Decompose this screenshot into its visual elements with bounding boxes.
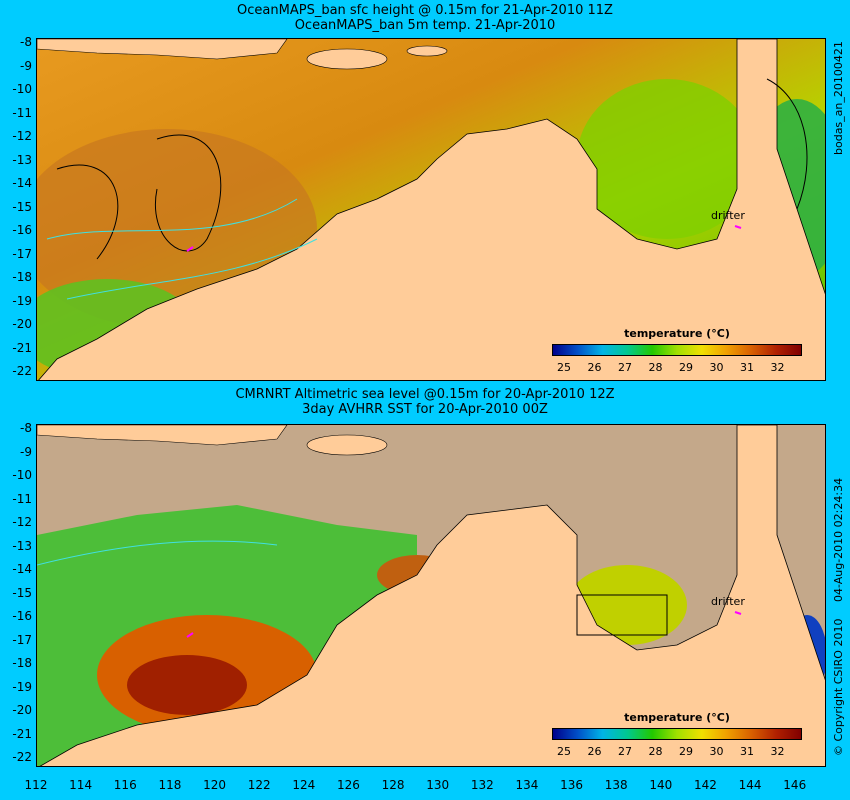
- y-tick-label: -14: [12, 176, 32, 191]
- legend-tick-label: 26: [587, 745, 602, 758]
- y-tick-label: -17: [12, 246, 32, 261]
- bottom-side-copyright: © Copyright CSIRO 2010: [832, 618, 845, 756]
- legend-tick-label: 31: [740, 361, 754, 374]
- australia-land: [38, 39, 825, 380]
- legend-tick-label: 28: [648, 745, 663, 758]
- x-tick-label: 118: [158, 778, 182, 792]
- legend-tick-label: 32: [770, 745, 785, 758]
- y-tick-label: -22: [12, 364, 32, 379]
- y-tick-label: -13: [12, 538, 32, 553]
- top-drifter-label: drifter: [711, 209, 745, 222]
- drifter-track-west-bottom: [186, 632, 194, 638]
- x-tick-label: 136: [560, 778, 584, 792]
- x-tick-label: 116: [113, 778, 137, 792]
- drifter-marker-bottom: [734, 611, 742, 615]
- y-tick-label: -10: [12, 468, 32, 483]
- y-tick-label: -16: [12, 223, 32, 238]
- northern-islands: [37, 39, 288, 60]
- y-tick-label: -12: [12, 129, 32, 144]
- y-tick-label: -17: [12, 632, 32, 647]
- sst-hotter: [127, 655, 247, 715]
- y-tick-label: -10: [12, 82, 32, 97]
- legend-tick-label: 26: [587, 361, 602, 374]
- coral-contour: [766, 78, 808, 210]
- bottom-map-panel: [36, 424, 826, 767]
- x-tick-label: 134: [515, 778, 539, 792]
- x-tick-label: 144: [738, 778, 762, 792]
- y-tick-label: -22: [12, 750, 32, 765]
- island-timor-bottom: [306, 434, 388, 456]
- top-legend-colorbar: [552, 344, 802, 356]
- bottom-drifter-label: drifter: [711, 595, 745, 608]
- legend-tick-label: 27: [618, 745, 632, 758]
- y-tick-label: -18: [12, 270, 32, 285]
- x-tick-label: 146: [783, 778, 807, 792]
- y-tick-label: -16: [12, 609, 32, 624]
- y-tick-label: -8: [20, 421, 32, 435]
- island-small: [406, 45, 448, 57]
- x-tick-label: 128: [381, 778, 405, 792]
- bottom-legend-colorbar: [552, 728, 802, 740]
- x-tick-label: 132: [470, 778, 494, 792]
- y-tick-label: -13: [12, 152, 32, 167]
- x-tick-label: 138: [604, 778, 628, 792]
- bottom-map-svg: [37, 425, 825, 766]
- y-tick-label: -19: [12, 679, 32, 694]
- y-tick-label: -9: [20, 58, 32, 73]
- height-contour: [56, 134, 222, 260]
- gulf-box: [576, 594, 668, 636]
- y-tick-label: -21: [12, 726, 32, 741]
- bottom-title-line1: CMRNRT Altimetric sea level @0.15m for 2…: [235, 387, 615, 402]
- legend-tick-label: 29: [679, 361, 693, 374]
- y-tick-label: -19: [12, 293, 32, 308]
- top-title-line2: OceanMAPS_ban 5m temp. 21-Apr-2010: [294, 18, 556, 33]
- y-tick-label: -20: [12, 703, 32, 718]
- y-tick-label: -8: [20, 35, 32, 49]
- x-tick-label: 120: [203, 778, 226, 792]
- y-tick-label: -14: [12, 562, 32, 577]
- x-tick-label: 124: [292, 778, 316, 792]
- cyan-contour-bottom: [37, 540, 278, 566]
- top-legend-title: temperature (°C): [624, 327, 730, 340]
- northern-islands-bottom: [37, 425, 288, 446]
- legend-tick-label: 30: [709, 745, 724, 758]
- x-tick-label: 114: [69, 778, 93, 792]
- y-tick-label: -18: [12, 656, 32, 671]
- legend-tick-label: 27: [618, 361, 632, 374]
- bottom-title-line2: 3day AVHRR SST for 20-Apr-2010 00Z: [302, 402, 548, 417]
- x-tick-label: 122: [247, 778, 271, 792]
- top-title-line1: OceanMAPS_ban sfc height @ 0.15m for 21-…: [237, 3, 613, 18]
- y-tick-label: -11: [12, 491, 32, 506]
- x-tick-label: 130: [426, 778, 450, 792]
- bottom-legend-title: temperature (°C): [624, 711, 730, 724]
- y-tick-label: -21: [12, 340, 32, 355]
- gulf-patch: [577, 79, 757, 239]
- top-side-label: bodas_an_20100421: [832, 41, 845, 155]
- legend-tick-label: 32: [770, 361, 785, 374]
- x-tick-label: 126: [336, 778, 360, 792]
- x-tick-label: 112: [24, 778, 48, 792]
- y-tick-label: -15: [12, 199, 32, 214]
- legend-tick-label: 31: [740, 745, 754, 758]
- legend-tick-label: 25: [557, 745, 571, 758]
- legend-tick-label: 28: [648, 361, 663, 374]
- island-timor: [306, 48, 388, 70]
- drifter-track-west: [186, 246, 194, 252]
- top-map-svg: [37, 39, 825, 380]
- australia-land-bottom: [39, 425, 825, 766]
- y-tick-label: -15: [12, 585, 32, 600]
- top-map-panel: [36, 38, 826, 381]
- cyan-contour: [46, 198, 318, 300]
- x-tick-label: 140: [649, 778, 673, 792]
- x-tick-label: 142: [694, 778, 717, 792]
- bottom-side-timestamp: 04-Aug-2010 02:24:34: [832, 477, 845, 602]
- y-tick-label: -20: [12, 317, 32, 332]
- legend-tick-label: 29: [679, 745, 693, 758]
- y-tick-label: -9: [20, 444, 32, 459]
- y-tick-label: -12: [12, 515, 32, 530]
- y-tick-label: -11: [12, 105, 32, 120]
- drifter-marker: [734, 225, 742, 229]
- legend-tick-label: 25: [557, 361, 571, 374]
- legend-tick-label: 30: [709, 361, 724, 374]
